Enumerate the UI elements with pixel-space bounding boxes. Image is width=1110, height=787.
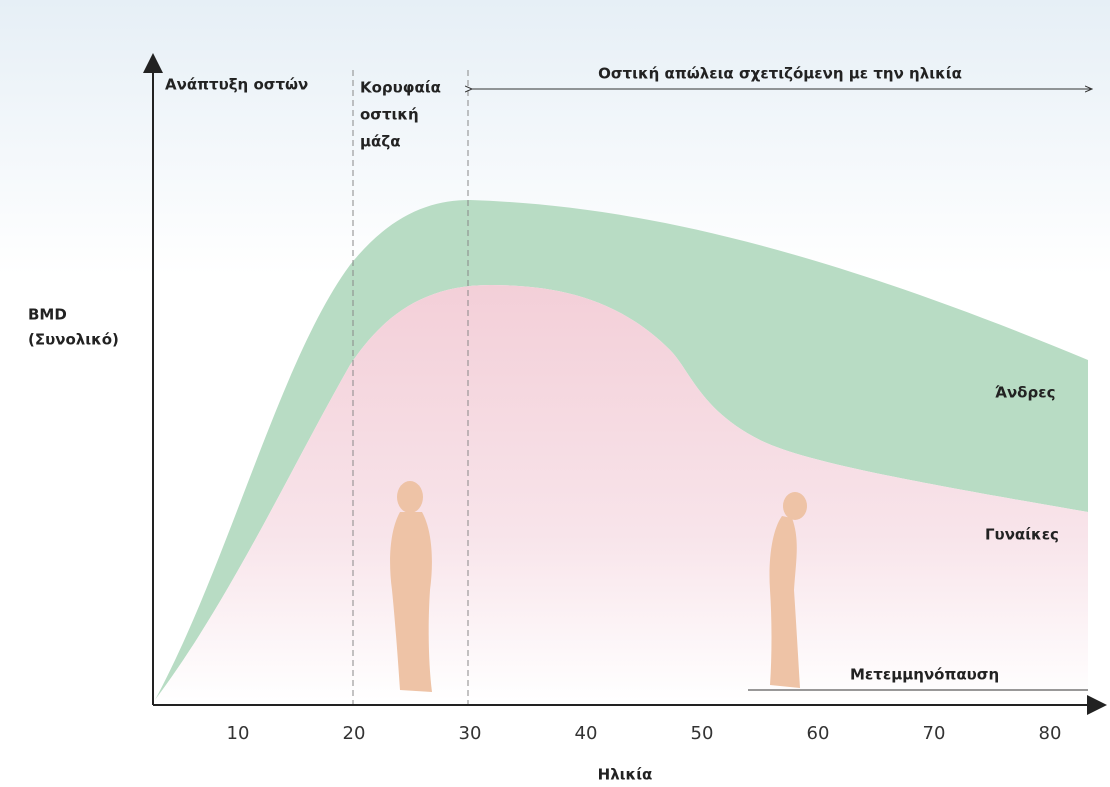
phase-label: Κορυφαία bbox=[360, 79, 441, 97]
x-tick-label: 40 bbox=[575, 723, 598, 744]
phase-label: μάζα bbox=[360, 133, 401, 151]
y-label: BMD bbox=[28, 306, 67, 324]
x-tick-label: 30 bbox=[459, 723, 482, 744]
group-label: Άνδρες bbox=[995, 384, 1055, 402]
phase-label: Ανάπτυξη οστών bbox=[165, 76, 308, 94]
postmenopause-label: Μετεμμηνόπαυση bbox=[850, 666, 999, 684]
x-tick-label: 80 bbox=[1039, 723, 1062, 744]
x-tick-label: 70 bbox=[923, 723, 946, 744]
phase-label: οστική bbox=[360, 106, 419, 124]
group-label: Γυναίκες bbox=[985, 526, 1059, 544]
x-label: Ηλικία bbox=[598, 766, 653, 784]
y-label: (Συνολικό) bbox=[28, 331, 119, 349]
x-tick-label: 20 bbox=[343, 723, 366, 744]
bmd-diagram: Ανάπτυξη οστών Κορυφαία οστική μάζα Οστι… bbox=[0, 0, 1110, 787]
x-tick-label: 60 bbox=[807, 723, 830, 744]
phase-label: Οστική απώλεια σχετιζόμενη με την ηλικία bbox=[598, 65, 962, 83]
x-tick-label: 10 bbox=[227, 723, 250, 744]
x-tick-label: 50 bbox=[691, 723, 714, 744]
